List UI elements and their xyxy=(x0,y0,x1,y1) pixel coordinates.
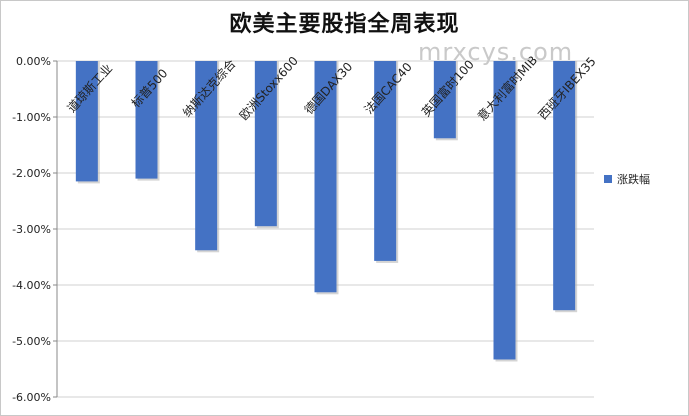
bar xyxy=(254,61,277,227)
bar xyxy=(374,61,397,261)
legend-swatch xyxy=(604,175,612,183)
y-tick-label: -4.00% xyxy=(12,279,51,292)
bar xyxy=(493,61,516,360)
bar xyxy=(75,61,98,182)
legend-label: 涨跌幅 xyxy=(617,173,650,186)
bar xyxy=(433,61,456,139)
y-tick-label: -6.00% xyxy=(12,391,51,404)
y-tick-label: -5.00% xyxy=(12,335,51,348)
bar xyxy=(135,61,158,179)
y-tick-label: 0.00% xyxy=(16,55,51,68)
bar xyxy=(195,61,218,251)
y-tick-label: -1.00% xyxy=(12,111,51,124)
bar xyxy=(314,61,337,293)
y-tick-label: -3.00% xyxy=(12,223,51,236)
y-tick-label: -2.00% xyxy=(12,167,51,180)
legend: 涨跌幅 xyxy=(604,171,650,187)
chart-title: 欧美主要股指全周表现 xyxy=(229,11,460,37)
bar xyxy=(553,61,576,311)
watermark: mrxcys.com xyxy=(418,38,574,66)
